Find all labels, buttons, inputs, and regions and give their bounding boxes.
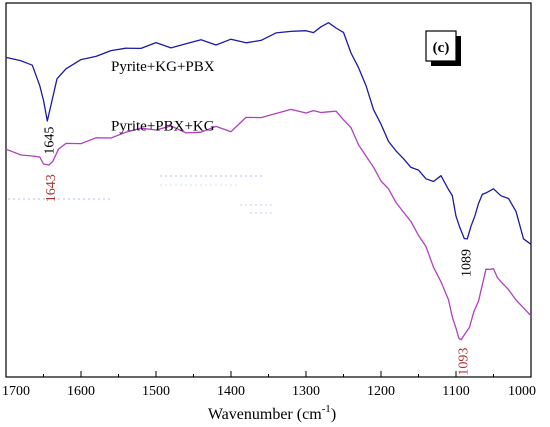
series-label-2: Pyrite+PBX+KG [111, 119, 215, 135]
series-line-2 [5, 108, 532, 341]
peak-annotation-1643: 1643 [44, 174, 59, 202]
x-axis-ticks [5, 371, 532, 377]
peak-annotation-1089: 1089 [459, 249, 474, 277]
x-tick-label: 1600 [67, 384, 95, 399]
x-axis-label-main: Wavenumber (cm [208, 406, 322, 423]
x-tick-label: 1100 [442, 384, 469, 399]
panel-label: (c) [433, 40, 450, 56]
series-layer [5, 22, 532, 341]
x-axis-tick-labels: 1700 1600 1500 1400 1300 1200 1100 1000 [2, 384, 536, 399]
x-tick-label: 1000 [508, 384, 536, 399]
peak-annotation-1645: 1645 [42, 127, 57, 155]
x-axis-label-superscript: -1 [322, 403, 331, 415]
panel-label-frame [425, 30, 457, 62]
series-label-1: Pyrite+KG+PBX [111, 59, 215, 75]
x-axis-label-close: ) [331, 406, 336, 423]
x-tick-label: 1400 [217, 384, 245, 399]
series-line-1 [5, 22, 532, 245]
x-tick-label: 1200 [367, 384, 395, 399]
background-artifacts [8, 175, 275, 214]
x-axis-label: Wavenumber (cm-1) [208, 403, 336, 423]
x-tick-label: 1300 [292, 384, 320, 399]
peak-annotation-1093: 1093 [456, 348, 471, 376]
panel-label-box: (c) [425, 30, 461, 66]
x-tick-label: 1500 [142, 384, 170, 399]
peak-annotation-layer: 1645 1643 1089 1093 [42, 127, 474, 376]
x-tick-label: 1700 [2, 384, 30, 399]
series-label-layer: Pyrite+KG+PBX Pyrite+PBX+KG [111, 59, 215, 135]
